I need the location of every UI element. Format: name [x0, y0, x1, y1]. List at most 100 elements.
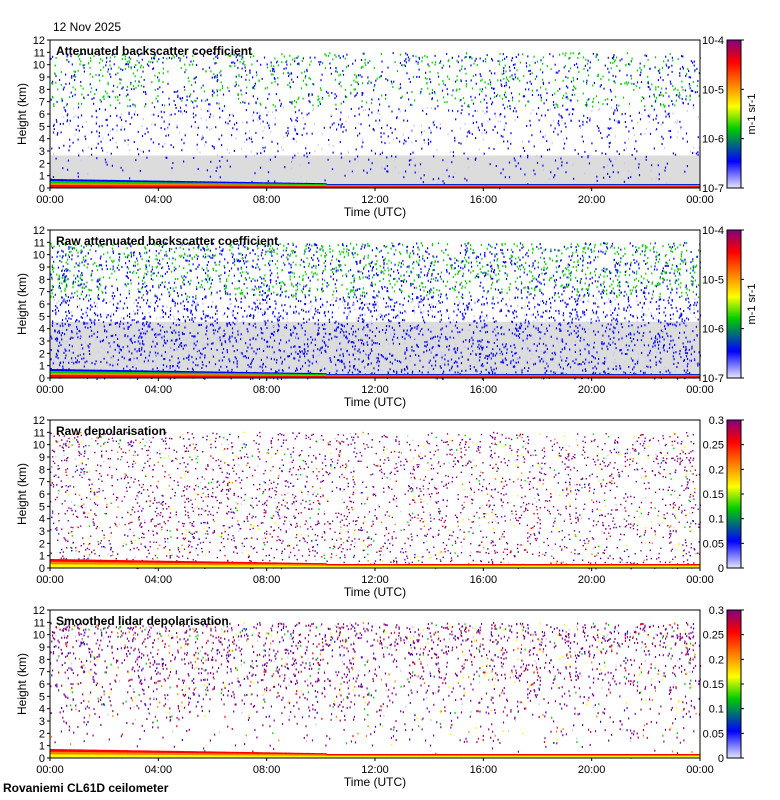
colorbar-gradient	[726, 609, 742, 759]
heatmap-cells	[50, 52, 701, 190]
y-tick-label: 3	[39, 336, 45, 348]
colorbar-unit: m-1 sr-1	[746, 284, 758, 325]
y-axis-label: Height (km)	[15, 463, 29, 525]
y-tick-label: 9	[39, 72, 45, 84]
y-tick-label: 6	[39, 489, 45, 501]
x-axis-label: Time (UTC)	[344, 395, 406, 409]
x-tick-label: 12:00	[361, 194, 389, 206]
y-tick-label: 11	[34, 427, 45, 439]
y-tick-label: 10	[33, 60, 45, 72]
y-tick-label: 9	[39, 452, 45, 464]
y-tick-label: 10	[33, 440, 45, 452]
y-tick-label: 3	[39, 146, 45, 158]
colorbar-gradient	[726, 39, 742, 189]
date-label: 12 Nov 2025	[53, 20, 122, 34]
y-tick-label: 8	[39, 274, 45, 286]
colorbar-tick-label: 0.05	[703, 538, 724, 550]
y-tick-label: 4	[39, 134, 45, 146]
colorbar-tick-label: 0.15	[703, 489, 724, 501]
colorbar-tick-label: 10-4	[702, 35, 724, 47]
x-tick-label: 08:00	[253, 384, 281, 396]
panel-title: Raw attenuated backscatter coefficient	[56, 234, 278, 248]
y-tick-label: 3	[39, 526, 45, 538]
x-axis-label: Time (UTC)	[344, 205, 406, 219]
heatmap-cells	[50, 431, 702, 570]
colorbar-unit: m-1 sr-1	[746, 94, 758, 135]
y-tick-label: 12	[33, 35, 45, 47]
y-tick-label: 10	[33, 250, 45, 262]
y-tick-label: 9	[39, 262, 45, 274]
y-tick-label: 0	[39, 753, 45, 765]
y-tick-label: 9	[39, 642, 45, 654]
colorbar-tick-label: 10-6	[702, 134, 724, 146]
x-tick-label: 08:00	[253, 574, 281, 586]
colorbar-gradient	[726, 229, 742, 379]
y-tick-label: 2	[39, 728, 45, 740]
colorbar-tick-label: 0.1	[709, 514, 724, 526]
y-tick-label: 10	[33, 630, 45, 642]
colorbar: 10-7 10-6 10-5 10-4 m-1 sr-1	[702, 35, 758, 195]
x-tick-label: 04:00	[145, 194, 173, 206]
colorbar-tick-label: 0.2	[709, 464, 724, 476]
colorbar-tick-label: 0	[718, 753, 724, 765]
y-tick-label: 12	[33, 225, 45, 237]
y-tick-label: 12	[33, 415, 45, 427]
colorbar-gradient	[726, 419, 742, 569]
y-tick-label: 11	[34, 617, 45, 629]
y-tick-label: 12	[33, 605, 45, 617]
y-tick-label: 6	[39, 679, 45, 691]
x-tick-label: 12:00	[361, 384, 389, 396]
y-tick-label: 0	[39, 563, 45, 575]
x-tick-label: 16:00	[470, 384, 498, 396]
panel-3: Raw depolarisation0123456789101112Height…	[15, 415, 744, 599]
x-tick-label: 16:00	[470, 574, 498, 586]
panel-2: Raw attenuated backscatter coefficient01…	[15, 225, 758, 409]
y-tick-label: 5	[39, 501, 45, 513]
y-tick-label: 1	[39, 171, 45, 183]
y-tick-label: 4	[39, 324, 45, 336]
x-tick-label: 00:00	[36, 764, 64, 776]
instrument-label: Rovaniemi CL61D ceilometer	[3, 781, 169, 795]
y-tick-label: 4	[39, 514, 45, 526]
y-tick-label: 8	[39, 654, 45, 666]
y-tick-label: 3	[39, 716, 45, 728]
colorbar: 0 0.05 0.1 0.15 0.2 0.25 0.3	[703, 605, 744, 765]
x-tick-label: 16:00	[470, 194, 498, 206]
x-tick-label: 04:00	[145, 764, 173, 776]
panel-1: Attenuated backscatter coefficient012345…	[15, 35, 758, 219]
x-tick-label: 20:00	[578, 384, 606, 396]
x-tick-label: 00:00	[36, 384, 64, 396]
y-axis-label: Height (km)	[15, 273, 29, 335]
colorbar: 0 0.05 0.1 0.15 0.2 0.25 0.3	[703, 415, 744, 575]
x-tick-label: 20:00	[578, 574, 606, 586]
y-axis-label: Height (km)	[15, 653, 29, 715]
x-tick-label: 12:00	[361, 764, 389, 776]
y-tick-label: 2	[39, 348, 45, 360]
x-tick-label: 00:00	[36, 194, 64, 206]
colorbar-tick-label: 0.15	[703, 679, 724, 691]
x-tick-label: 08:00	[253, 194, 281, 206]
y-tick-label: 5	[39, 691, 45, 703]
x-axis-label: Time (UTC)	[344, 585, 406, 599]
x-tick-label: 20:00	[578, 764, 606, 776]
y-axis-label: Height (km)	[15, 83, 29, 145]
colorbar-tick-label: 10-4	[702, 225, 724, 237]
colorbar-tick-label: 0.1	[709, 704, 724, 716]
y-tick-label: 8	[39, 464, 45, 476]
x-tick-label: 00:00	[686, 384, 714, 396]
colorbar-tick-label: 10-5	[702, 84, 724, 96]
colorbar-tick-label: 0.05	[703, 728, 724, 740]
y-tick-label: 1	[39, 551, 45, 563]
colorbar-tick-label: 0.25	[703, 440, 724, 452]
panel-title: Raw depolarisation	[56, 424, 166, 438]
y-tick-label: 0	[39, 183, 45, 195]
panel-title: Smoothed lidar depolarisation	[56, 614, 229, 628]
plot-area	[50, 610, 700, 758]
y-tick-label: 5	[39, 311, 45, 323]
y-tick-label: 2	[39, 538, 45, 550]
x-tick-label: 00:00	[686, 764, 714, 776]
y-tick-label: 7	[39, 287, 45, 299]
colorbar-tick-label: 10-5	[702, 274, 724, 286]
colorbar-tick-label: 0.3	[709, 415, 724, 427]
